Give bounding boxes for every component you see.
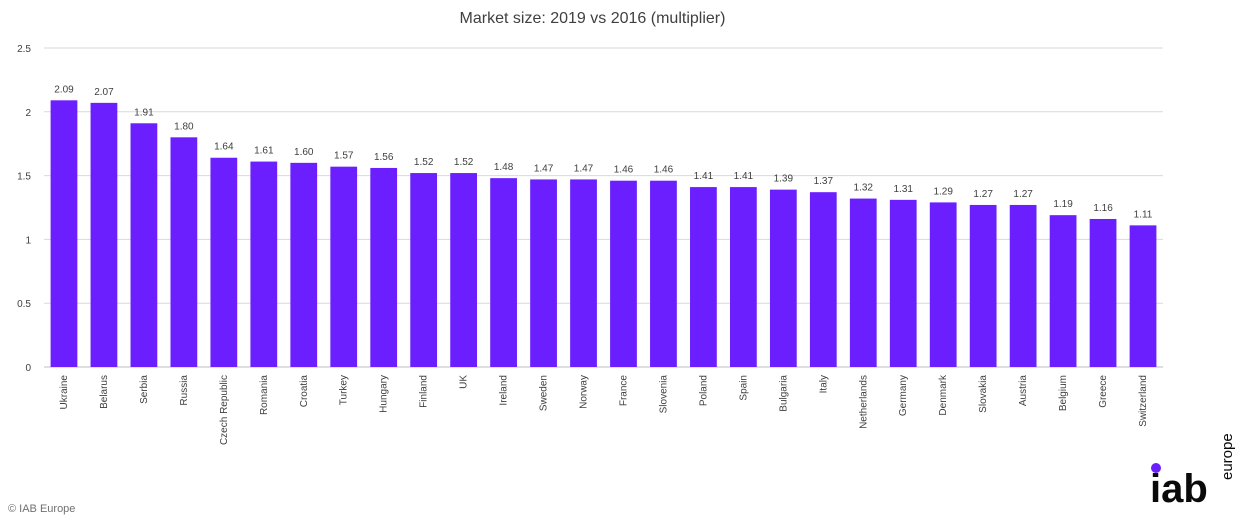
data-label: 1.31 (893, 184, 913, 195)
bar (1049, 215, 1077, 367)
data-label: 1.19 (1053, 199, 1073, 210)
x-tick-label: Serbia (139, 375, 150, 404)
x-tick-label: Austria (1018, 375, 1029, 407)
x-tick-label: Slovakia (978, 375, 989, 413)
bar (210, 157, 238, 367)
y-tick-label: 0 (25, 363, 31, 374)
bar (130, 123, 158, 367)
bar (250, 161, 278, 367)
data-label: 1.52 (454, 157, 474, 168)
data-label: 1.46 (654, 165, 674, 176)
bar (929, 202, 957, 367)
bar (690, 187, 717, 367)
bar (1129, 225, 1157, 367)
bar (650, 180, 677, 367)
x-tick-label: Greece (1098, 375, 1109, 408)
x-tick-label: Bulgaria (778, 375, 789, 412)
x-tick-label: Spain (738, 375, 749, 401)
bar (410, 173, 438, 367)
data-label: 1.16 (1093, 203, 1113, 214)
x-tick-label: Norway (579, 375, 590, 409)
bar (849, 198, 877, 367)
data-label: 1.11 (1134, 209, 1153, 220)
bar (1089, 218, 1117, 367)
y-tick-label: 1 (25, 235, 31, 246)
bar (50, 100, 78, 367)
data-label: 1.27 (1013, 189, 1033, 200)
x-tick-label: Italy (818, 375, 829, 393)
y-tick-label: 0.5 (17, 299, 31, 310)
bar (170, 137, 198, 367)
data-label: 1.60 (294, 147, 314, 158)
data-label: 1.47 (574, 163, 594, 174)
data-label: 1.80 (174, 121, 194, 132)
bar (90, 102, 118, 368)
x-tick-label: Czech Republic (219, 375, 230, 445)
y-tick-label: 2.5 (17, 44, 31, 55)
bar (330, 166, 358, 367)
data-label: 1.29 (933, 186, 953, 197)
y-tick-label: 2 (25, 108, 31, 119)
data-label: 1.64 (214, 142, 234, 153)
x-tick-label: Belgium (1058, 375, 1069, 411)
logo-iab: iab (1150, 467, 1208, 511)
x-tick-label: Croatia (299, 375, 310, 408)
x-tick-label: Netherlands (858, 375, 869, 429)
x-tick-label: Denmark (938, 374, 949, 416)
bar (450, 173, 478, 367)
x-tick-label: Germany (898, 375, 909, 416)
x-tick-label: Hungary (379, 375, 390, 413)
data-label: 1.91 (134, 107, 154, 118)
bar (769, 189, 797, 367)
x-tick-label: Turkey (339, 375, 350, 405)
x-tick-label: France (618, 375, 629, 407)
data-label: 1.47 (534, 163, 554, 174)
data-label: 1.37 (814, 176, 834, 187)
bar (809, 192, 837, 367)
copyright-text: © IAB Europe (8, 503, 76, 515)
bar (1009, 204, 1037, 367)
x-tick-label: Belarus (99, 375, 110, 409)
y-tick-label: 1.5 (17, 172, 31, 183)
x-tick-label: UK (459, 375, 470, 389)
logo-europe: europe (1219, 433, 1236, 480)
data-label: 1.32 (854, 183, 874, 194)
bar (729, 187, 757, 367)
bar (290, 162, 318, 367)
data-label: 1.56 (374, 152, 394, 163)
x-tick-label: Sweden (539, 375, 550, 411)
x-tick-label: Poland (698, 375, 709, 406)
data-label: 1.48 (494, 162, 514, 173)
data-label: 1.27 (973, 189, 993, 200)
data-label: 1.57 (334, 151, 354, 162)
data-label: 1.61 (254, 146, 274, 157)
logo-dot (1151, 463, 1161, 473)
x-tick-label: Ireland (499, 375, 510, 406)
bar (969, 204, 997, 367)
iab-europe-logo: europe iab (1150, 433, 1236, 511)
x-tick-label: Ukraine (59, 375, 70, 410)
chart-title: Market size: 2019 vs 2016 (multiplier) (459, 10, 726, 27)
data-label: 2.09 (54, 84, 74, 95)
x-tick-label: Finland (419, 375, 430, 408)
bar (370, 167, 398, 367)
x-tick-label: Switzerland (1138, 375, 1149, 427)
x-tick-label: Russia (179, 375, 190, 406)
x-tick-label: Slovenia (658, 375, 669, 414)
data-label: 1.41 (734, 171, 754, 182)
data-label: 2.07 (94, 87, 114, 98)
data-label: 1.39 (774, 174, 794, 185)
bar (610, 180, 637, 367)
data-label: 1.46 (614, 165, 634, 176)
bar (889, 199, 917, 367)
bar (530, 179, 557, 367)
data-label: 1.41 (694, 171, 714, 182)
data-label: 1.52 (414, 157, 434, 168)
bar (570, 179, 597, 367)
x-tick-label: Romania (259, 375, 270, 415)
bar (490, 178, 517, 367)
